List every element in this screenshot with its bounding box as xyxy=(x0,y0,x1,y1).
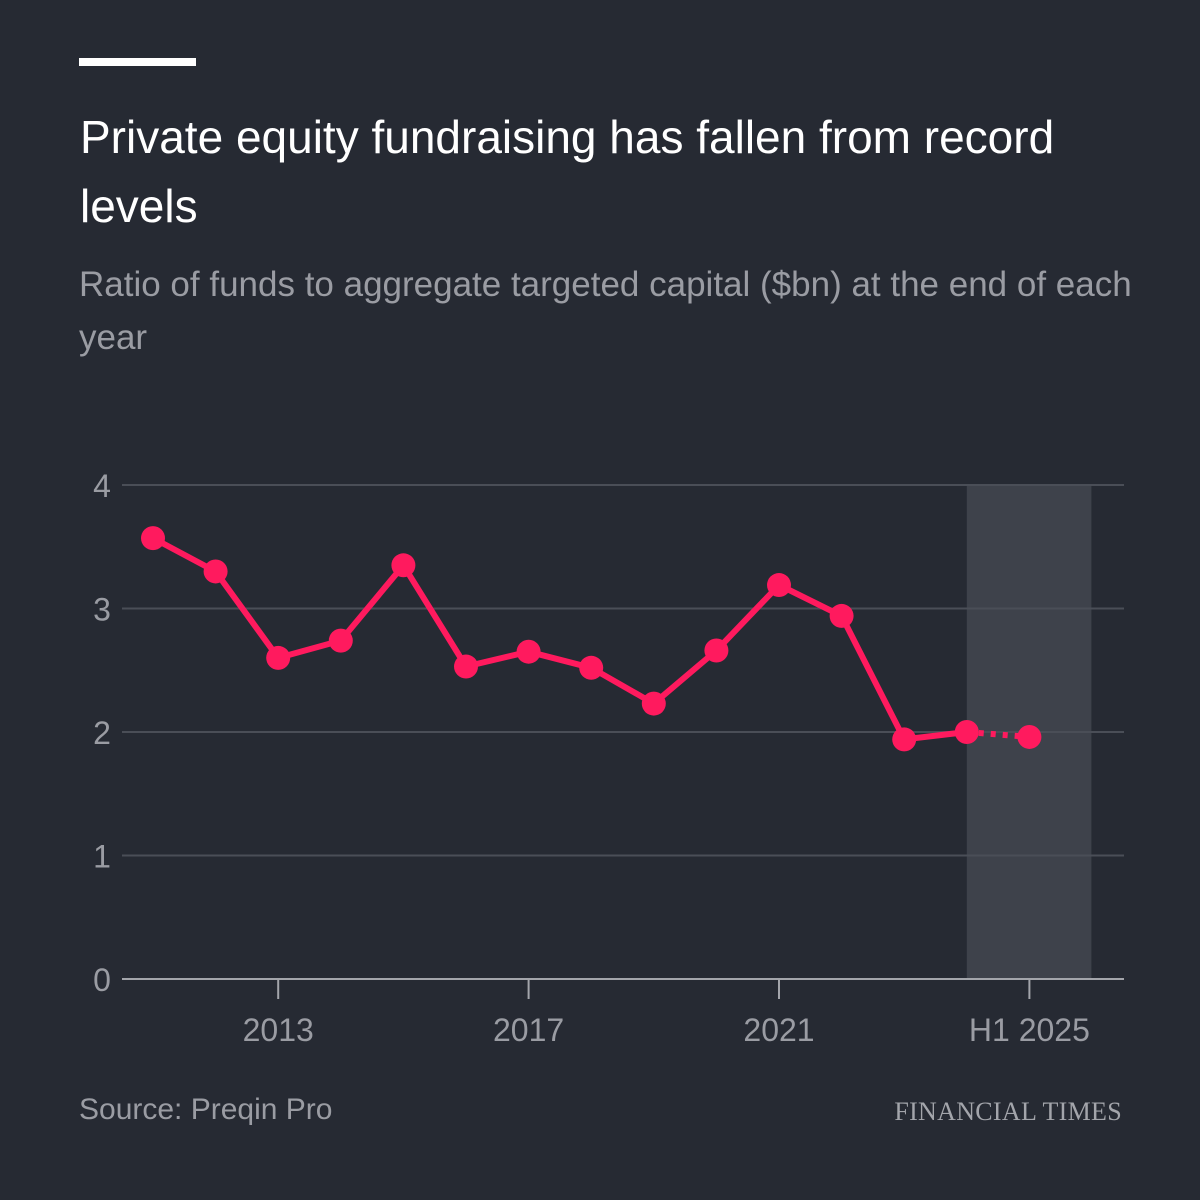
y-tick-label: 0 xyxy=(93,962,111,998)
data-point xyxy=(266,645,291,670)
series-line-solid xyxy=(150,535,970,743)
data-point xyxy=(516,639,541,664)
data-point xyxy=(641,691,666,716)
x-axis xyxy=(122,978,1124,999)
title-accent-bar xyxy=(79,58,196,66)
data-point xyxy=(954,720,979,744)
x-tick-label: 2017 xyxy=(493,1012,564,1048)
series-points xyxy=(141,526,1042,752)
chart-title: Private equity fundraising has fallen fr… xyxy=(80,111,1055,232)
series-line xyxy=(150,535,1030,743)
x-tick-label: H1 2025 xyxy=(969,1012,1090,1048)
data-point xyxy=(391,553,416,578)
y-tick-label: 1 xyxy=(93,839,111,875)
data-point xyxy=(1017,724,1042,749)
data-point xyxy=(767,573,791,598)
brand-wordmark: FINANCIAL TIMES xyxy=(894,1097,1122,1126)
data-point xyxy=(203,559,228,584)
x-axis-tick-labels: 2013 2017 2021 H1 2025 xyxy=(243,1012,1090,1048)
source-note: Source: Preqin Pro xyxy=(79,1093,333,1126)
y-axis-tick-labels: 0 1 2 3 4 xyxy=(93,468,111,998)
y-tick-label: 3 xyxy=(93,592,111,628)
x-tick-label: 2021 xyxy=(743,1012,814,1048)
y-tick-label: 4 xyxy=(93,468,111,504)
y-tick-label: 2 xyxy=(93,715,111,751)
chart-subtitle: Ratio of funds to aggregate targeted cap… xyxy=(79,265,1132,357)
data-point xyxy=(579,655,604,680)
data-point xyxy=(704,638,729,663)
data-point xyxy=(454,654,478,679)
data-point xyxy=(892,727,917,752)
x-tick-label: 2013 xyxy=(243,1012,314,1048)
data-point xyxy=(141,526,165,551)
gridlines xyxy=(122,484,1124,857)
data-point xyxy=(328,628,353,653)
data-point xyxy=(829,603,854,628)
